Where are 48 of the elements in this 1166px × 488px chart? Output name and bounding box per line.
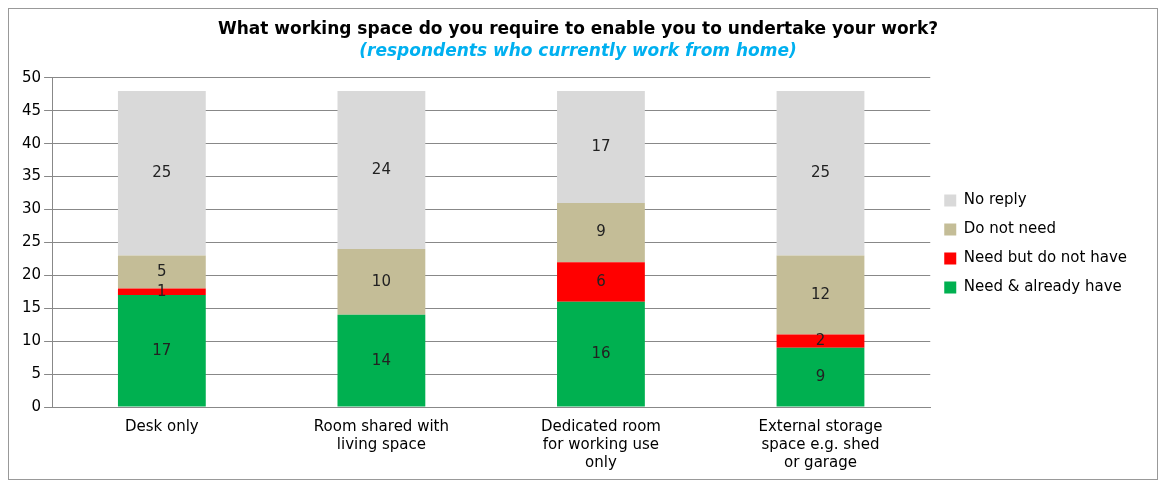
bar [337,314,426,407]
y-tick-label: 10 [21,331,42,350]
bar [776,90,865,256]
bar [337,248,426,315]
y-tick-label: 20 [21,265,42,284]
data-label: 9 [815,367,826,386]
y-tick-label: 50 [21,67,42,86]
data-label: 25 [810,163,831,182]
x-tick-label: External storage space e.g. shed or garage [758,416,883,471]
y-tick-label: 40 [21,133,42,152]
x-tick-label: Room shared with living space [313,416,449,453]
bar [557,90,645,203]
chart-title: What working space do you require to enable you to undertake your work? [217,17,939,38]
y-tick-label: 30 [21,199,42,218]
data-label: 17 [591,136,611,155]
bar [557,262,645,302]
data-label: 6 [596,271,606,290]
data-label: 14 [371,350,391,369]
y-tick-label: 25 [21,232,42,251]
data-label: 5 [157,261,167,280]
y-tick-label: 5 [31,363,42,382]
y-tick-label: 35 [21,166,42,185]
data-label: 2 [815,331,826,350]
data-label: 16 [591,343,611,362]
data-label: 12 [810,284,831,303]
bar [117,90,206,256]
bar [557,202,645,263]
data-label: 10 [371,271,391,290]
x-tick-label: Desk only [124,416,199,435]
y-tick-label: 0 [31,396,42,415]
bar [776,334,865,348]
data-label: 24 [371,159,391,178]
y-tick-label: 45 [21,100,42,119]
data-label: 9 [596,222,606,241]
legend-label: No reply [963,190,1027,209]
legend-label: Need but do not have [963,248,1127,267]
bar [117,295,206,407]
x-tick-label: Dedicated room for working use only [540,416,661,471]
data-label: 17 [152,340,172,359]
bar [337,90,426,249]
data-label: 25 [152,163,172,182]
bar [776,347,865,407]
bar [557,301,645,407]
bar [776,255,865,335]
legend-label: Need & already have [963,277,1122,296]
y-tick-label: 15 [21,298,42,317]
legend-label: Do not need [963,219,1057,238]
chart-subtitle: (respondents who currently work from home) [359,40,797,61]
